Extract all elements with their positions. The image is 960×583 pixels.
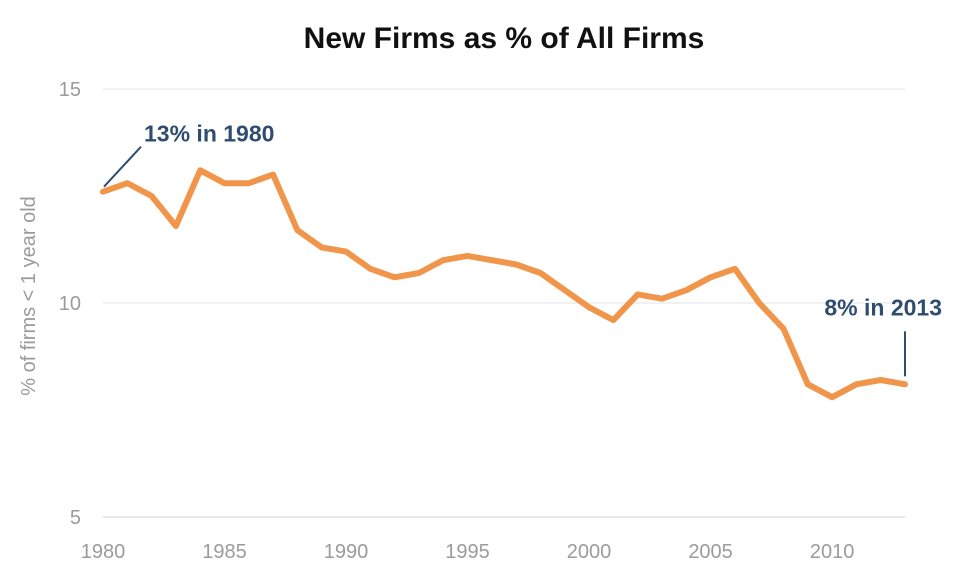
- data-point: [175, 225, 177, 227]
- y-tick-labels: 5 10 15: [59, 79, 81, 529]
- data-point: [369, 268, 371, 270]
- data-point: [855, 383, 857, 385]
- y-tick-label: 5: [70, 507, 81, 529]
- x-tick-label: 1995: [445, 541, 490, 563]
- data-point: [539, 272, 541, 274]
- data-point: [442, 259, 444, 261]
- data-point: [151, 195, 153, 197]
- data-point: [710, 276, 712, 278]
- data-point: [491, 259, 493, 261]
- series-layer: [100, 167, 908, 401]
- data-point: [588, 306, 590, 308]
- data-point: [685, 289, 687, 291]
- data-point: [807, 383, 809, 385]
- annotation-leader-1980: [103, 146, 142, 188]
- data-point: [345, 251, 347, 253]
- data-point: [880, 379, 882, 381]
- x-tick-label: 2010: [810, 541, 855, 563]
- annotation-1980: 13% in 1980: [144, 121, 274, 147]
- data-point: [831, 396, 833, 398]
- data-point: [758, 302, 760, 304]
- data-point: [296, 229, 298, 231]
- data-point: [515, 263, 517, 265]
- x-tick-label: 1990: [324, 541, 369, 563]
- gridlines: [103, 88, 905, 518]
- data-point: [126, 182, 128, 184]
- data-point: [224, 182, 226, 184]
- y-axis-title: % of firms < 1 year old: [18, 196, 40, 396]
- x-tick-labels: 1980 1985 1990 1995 2000 2005 2010: [81, 541, 855, 563]
- data-point: [418, 272, 420, 274]
- y-tick-label: 10: [59, 293, 81, 315]
- x-tick-label: 2000: [567, 541, 612, 563]
- data-point: [272, 174, 274, 176]
- data-point: [321, 246, 323, 248]
- y-tick-label: 15: [59, 79, 81, 101]
- data-point: [467, 255, 469, 257]
- data-point: [637, 293, 639, 295]
- data-point: [102, 191, 104, 193]
- annotations: 13% in 1980 8% in 2013: [103, 121, 942, 377]
- data-point: [564, 289, 566, 291]
- x-tick-label: 1985: [202, 541, 247, 563]
- data-point: [394, 276, 396, 278]
- data-point: [199, 169, 201, 171]
- x-tick-label: 2005: [688, 541, 733, 563]
- data-point: [904, 383, 906, 385]
- annotation-2013: 8% in 2013: [824, 294, 942, 320]
- chart-title: New Firms as % of All Firms: [303, 22, 705, 55]
- data-point: [661, 298, 663, 300]
- data-point: [734, 268, 736, 270]
- data-point: [612, 319, 614, 321]
- data-point: [782, 328, 784, 330]
- series-line: [100, 167, 908, 401]
- data-point: [248, 182, 250, 184]
- x-tick-label: 1980: [81, 541, 126, 563]
